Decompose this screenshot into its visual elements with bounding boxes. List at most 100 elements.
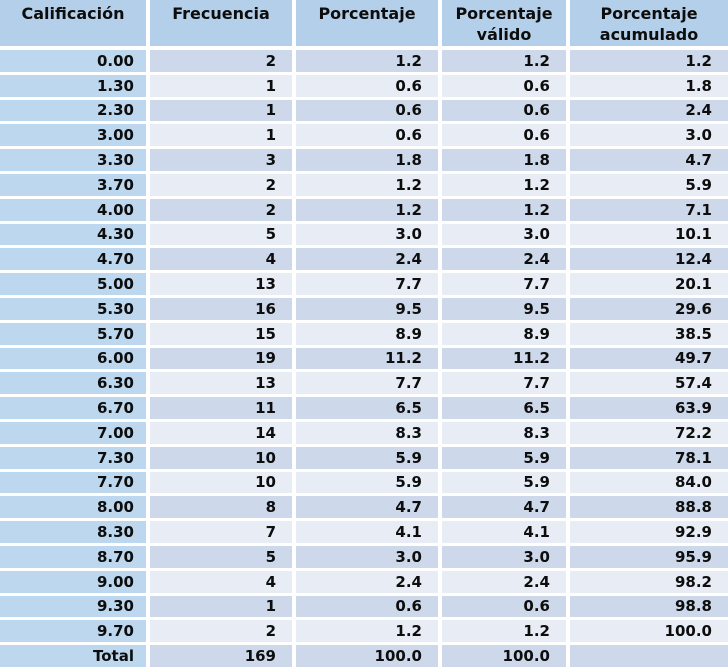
table-cell: 8 bbox=[150, 496, 296, 522]
table-row: 6.30 13 7.7 7.7 57.4 bbox=[0, 372, 728, 398]
column-header-frecuencia: Frecuencia bbox=[150, 0, 296, 50]
table-row: 5.30 16 9.5 9.5 29.6 bbox=[0, 297, 728, 323]
table-cell: 5.9 bbox=[442, 471, 570, 497]
table-cell: 0.6 bbox=[296, 124, 442, 150]
table-cell: 10 bbox=[150, 471, 296, 497]
table-cell: 0.6 bbox=[296, 74, 442, 100]
table-cell: 4.7 bbox=[296, 496, 442, 522]
row-label-cell: 9.00 bbox=[0, 570, 150, 596]
table-cell: 13 bbox=[150, 372, 296, 398]
row-label-cell: 8.30 bbox=[0, 521, 150, 546]
table-cell: 4.7 bbox=[570, 149, 728, 174]
table-row: 4.30 5 3.0 3.0 10.1 bbox=[0, 223, 728, 249]
table-cell: 2 bbox=[150, 198, 296, 224]
table-cell bbox=[570, 645, 728, 670]
row-label-cell: Total bbox=[0, 645, 150, 670]
row-label-cell: 3.30 bbox=[0, 149, 150, 174]
table-cell: 98.2 bbox=[570, 570, 728, 596]
table-cell: 38.5 bbox=[570, 322, 728, 348]
table-cell: 1.2 bbox=[296, 198, 442, 224]
table-row: 7.30 10 5.9 5.9 78.1 bbox=[0, 446, 728, 472]
table-cell: 1.2 bbox=[296, 50, 442, 75]
table-cell: 9.5 bbox=[296, 297, 442, 323]
table-cell: 4.1 bbox=[296, 521, 442, 546]
row-label-cell: 7.00 bbox=[0, 421, 150, 447]
table-cell: 8.3 bbox=[296, 421, 442, 447]
row-label-cell: 5.00 bbox=[0, 273, 150, 298]
table-row: 7.70 10 5.9 5.9 84.0 bbox=[0, 471, 728, 497]
table-cell: 84.0 bbox=[570, 471, 728, 497]
table-cell: 72.2 bbox=[570, 421, 728, 447]
table-row: 1.30 1 0.6 0.6 1.8 bbox=[0, 74, 728, 100]
table-row: 0.00 2 1.2 1.2 1.2 bbox=[0, 50, 728, 75]
row-label-cell: 8.00 bbox=[0, 496, 150, 522]
table-cell: 9.5 bbox=[442, 297, 570, 323]
table-cell: 4.1 bbox=[442, 521, 570, 546]
column-header-porcentaje-valido: Porcentaje válido bbox=[442, 0, 570, 50]
table-cell: 11.2 bbox=[296, 347, 442, 373]
table-cell: 88.8 bbox=[570, 496, 728, 522]
row-label-cell: 0.00 bbox=[0, 50, 150, 75]
table-row: 3.70 2 1.2 1.2 5.9 bbox=[0, 173, 728, 199]
column-header-calificacion: Calificación bbox=[0, 0, 150, 50]
table-cell: 5.9 bbox=[296, 446, 442, 472]
row-label-cell: 5.70 bbox=[0, 322, 150, 348]
table-cell: 7.7 bbox=[296, 273, 442, 298]
row-label-cell: 2.30 bbox=[0, 99, 150, 125]
table-cell: 8.3 bbox=[442, 421, 570, 447]
table-cell: 95.9 bbox=[570, 545, 728, 571]
table-row: 8.00 8 4.7 4.7 88.8 bbox=[0, 496, 728, 522]
table-cell: 98.8 bbox=[570, 595, 728, 621]
table-row: 6.70 11 6.5 6.5 63.9 bbox=[0, 397, 728, 422]
table-row: 3.00 1 0.6 0.6 3.0 bbox=[0, 124, 728, 150]
table-cell: 3.0 bbox=[442, 545, 570, 571]
row-label-cell: 7.30 bbox=[0, 446, 150, 472]
table-cell: 1 bbox=[150, 595, 296, 621]
table-cell: 2.4 bbox=[442, 248, 570, 274]
table-cell: 7 bbox=[150, 521, 296, 546]
table-row: 9.30 1 0.6 0.6 98.8 bbox=[0, 595, 728, 621]
table-cell: 29.6 bbox=[570, 297, 728, 323]
table-cell: 3.0 bbox=[442, 223, 570, 249]
table-cell: 3.0 bbox=[570, 124, 728, 150]
table-cell: 100.0 bbox=[442, 645, 570, 670]
row-label-cell: 3.00 bbox=[0, 124, 150, 150]
row-label-cell: 4.00 bbox=[0, 198, 150, 224]
table-cell: 100.0 bbox=[296, 645, 442, 670]
total-row: Total 169 100.0 100.0 bbox=[0, 645, 728, 670]
table-row: 4.70 4 2.4 2.4 12.4 bbox=[0, 248, 728, 274]
table-cell: 1.2 bbox=[570, 50, 728, 75]
table-header: Calificación Frecuencia Porcentaje Porce… bbox=[0, 0, 728, 50]
table-cell: 0.6 bbox=[296, 99, 442, 125]
row-label-cell: 9.30 bbox=[0, 595, 150, 621]
table-cell: 2.4 bbox=[570, 99, 728, 125]
table-cell: 1 bbox=[150, 99, 296, 125]
table-cell: 5 bbox=[150, 223, 296, 249]
row-label-cell: 6.70 bbox=[0, 397, 150, 422]
table-cell: 7.1 bbox=[570, 198, 728, 224]
table-cell: 2 bbox=[150, 173, 296, 199]
table-row: 6.00 19 11.2 11.2 49.7 bbox=[0, 347, 728, 373]
table-cell: 92.9 bbox=[570, 521, 728, 546]
table-cell: 49.7 bbox=[570, 347, 728, 373]
table-cell: 2.4 bbox=[296, 570, 442, 596]
table-cell: 15 bbox=[150, 322, 296, 348]
table-cell: 5.9 bbox=[570, 173, 728, 199]
table-cell: 20.1 bbox=[570, 273, 728, 298]
table-row: 5.00 13 7.7 7.7 20.1 bbox=[0, 273, 728, 298]
table-cell: 7.7 bbox=[296, 372, 442, 398]
table-row: 8.70 5 3.0 3.0 95.9 bbox=[0, 545, 728, 571]
table-cell: 1.2 bbox=[442, 198, 570, 224]
table-row: 9.00 4 2.4 2.4 98.2 bbox=[0, 570, 728, 596]
table-row: 2.30 1 0.6 0.6 2.4 bbox=[0, 99, 728, 125]
table-cell: 1.2 bbox=[442, 50, 570, 75]
table-row: 9.70 2 1.2 1.2 100.0 bbox=[0, 620, 728, 646]
table-cell: 7.7 bbox=[442, 273, 570, 298]
table-row: 5.70 15 8.9 8.9 38.5 bbox=[0, 322, 728, 348]
table-row: 7.00 14 8.3 8.3 72.2 bbox=[0, 421, 728, 447]
row-label-cell: 1.30 bbox=[0, 74, 150, 100]
table-cell: 100.0 bbox=[570, 620, 728, 646]
table-cell: 4 bbox=[150, 570, 296, 596]
table-cell: 13 bbox=[150, 273, 296, 298]
